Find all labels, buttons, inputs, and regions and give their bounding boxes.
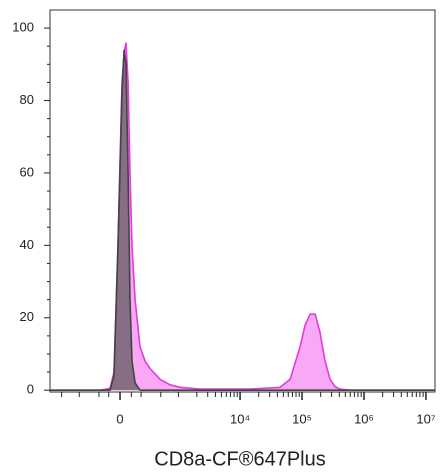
plot-frame: [49, 9, 436, 393]
y-tick-label: 0: [27, 382, 34, 397]
y-tick-label: 80: [20, 92, 34, 107]
y-tick-label: 100: [12, 20, 34, 35]
histogram-area: [50, 42, 435, 391]
y-tick-label: 40: [20, 237, 34, 252]
y-tick-label: 60: [20, 164, 34, 179]
x-tick-label: 10⁴: [230, 411, 250, 426]
x-tick-label: 10⁵: [292, 411, 312, 426]
x-axis-title: CD8a-CF®647Plus: [154, 448, 325, 470]
histogram-area: [50, 49, 435, 391]
x-tick-label: 0: [116, 411, 123, 426]
x-tick-label: 10⁷: [416, 411, 435, 426]
y-tick-label: 20: [20, 309, 34, 324]
x-tick-label: 10⁶: [354, 411, 374, 426]
histogram-line: [50, 49, 435, 391]
histogram-line: [50, 42, 435, 391]
